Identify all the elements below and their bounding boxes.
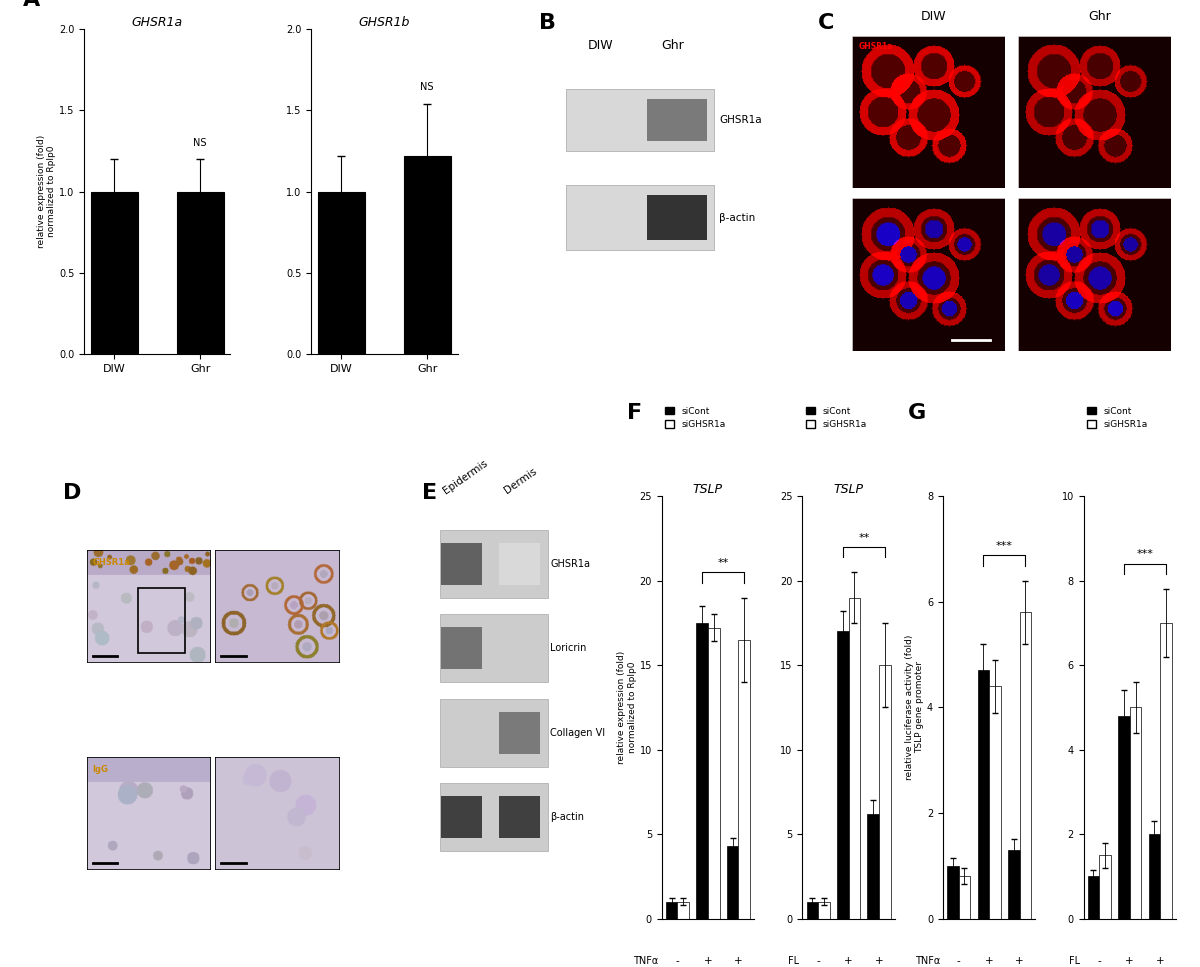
Bar (989, 687, 1001, 919)
Bar (1118, 716, 1129, 919)
Bar (1160, 623, 1171, 919)
Text: +: + (1015, 956, 1024, 966)
Text: F: F (626, 403, 642, 424)
Bar (1087, 876, 1099, 919)
Bar (176, 191, 224, 354)
Text: Epidermis: Epidermis (442, 458, 490, 496)
Bar (439, 530, 547, 598)
Bar (868, 814, 880, 919)
Bar (318, 191, 365, 354)
Text: C: C (817, 13, 834, 33)
Bar (439, 783, 547, 851)
Bar (978, 670, 989, 919)
Bar (738, 640, 750, 919)
Title: TSLP: TSLP (692, 484, 722, 496)
Bar (442, 796, 482, 838)
Text: -: - (956, 956, 960, 966)
Text: ***: *** (996, 541, 1013, 551)
Text: Collagen VI: Collagen VI (551, 728, 606, 738)
Text: TNFα: TNFα (634, 956, 659, 966)
Text: TNFα: TNFα (914, 956, 940, 966)
Text: B: B (539, 13, 557, 33)
Bar (91, 191, 138, 354)
Text: GHSR1a: GHSR1a (719, 115, 762, 125)
Text: E: E (421, 484, 437, 504)
Text: **: ** (858, 533, 870, 542)
Bar (499, 796, 540, 838)
Text: ***: *** (1136, 549, 1153, 560)
Bar (570, 194, 629, 240)
Bar (647, 99, 707, 141)
Text: Loricrin: Loricrin (551, 643, 587, 654)
Text: G: G (907, 403, 926, 424)
Title: GHSR1a: GHSR1a (132, 16, 182, 29)
Bar (696, 623, 708, 919)
Title: TSLP: TSLP (834, 484, 864, 496)
Text: Ghr: Ghr (661, 39, 684, 52)
Y-axis label: relative expression (fold)
normalized to Rplp0: relative expression (fold) normalized to… (37, 135, 56, 249)
Bar (403, 156, 451, 354)
Text: -: - (816, 956, 820, 966)
Text: DIW: DIW (920, 10, 947, 22)
Text: +: + (985, 956, 994, 966)
Bar (947, 865, 959, 919)
Text: A: A (23, 0, 40, 10)
Bar (880, 665, 890, 919)
Bar (959, 876, 971, 919)
Bar (1020, 612, 1031, 919)
Bar (818, 902, 829, 919)
Text: D: D (64, 484, 82, 504)
Text: +: + (734, 956, 743, 966)
Bar (439, 699, 547, 767)
Bar (647, 194, 707, 240)
Text: FL: FL (1069, 956, 1080, 966)
Bar (848, 598, 860, 919)
Bar (499, 712, 540, 754)
Bar (566, 185, 714, 250)
Bar (708, 628, 720, 919)
Bar (1148, 835, 1160, 919)
Text: +: + (1156, 956, 1164, 966)
Text: +: + (875, 956, 883, 966)
Y-axis label: relative expression (fold)
normalized to Rplp0: relative expression (fold) normalized to… (617, 651, 637, 764)
Bar (806, 902, 818, 919)
Text: DIW: DIW (588, 39, 613, 52)
Text: +: + (845, 956, 853, 966)
Text: Dermis: Dermis (503, 466, 539, 496)
Bar (442, 627, 482, 669)
Bar (566, 89, 714, 151)
Bar (1099, 855, 1111, 919)
Bar (666, 902, 678, 919)
Text: +: + (703, 956, 713, 966)
Bar (499, 542, 540, 585)
Legend: siCont, siGHSR1a: siCont, siGHSR1a (661, 403, 730, 433)
Bar (836, 631, 848, 919)
Bar (566, 185, 714, 250)
Bar (566, 89, 714, 151)
Text: FL: FL (788, 956, 799, 966)
Text: NS: NS (420, 82, 434, 93)
Text: β-actin: β-actin (551, 812, 584, 822)
Bar (442, 542, 482, 585)
Bar (570, 99, 629, 141)
Bar (727, 846, 738, 919)
Text: -: - (1098, 956, 1102, 966)
Bar (439, 614, 547, 682)
Bar (678, 902, 689, 919)
Legend: siCont, siGHSR1a: siCont, siGHSR1a (1084, 403, 1151, 433)
Text: +: + (1126, 956, 1134, 966)
Text: GHSR1a: GHSR1a (551, 559, 590, 569)
Bar (1129, 708, 1141, 919)
Bar (1008, 850, 1020, 919)
Text: -: - (676, 956, 679, 966)
Title: GHSR1b: GHSR1b (359, 16, 410, 29)
Text: β-actin: β-actin (719, 213, 755, 222)
Text: **: ** (718, 558, 728, 568)
Y-axis label: relative luciferase activity (fold)
TSLP gene promoter: relative luciferase activity (fold) TSLP… (905, 634, 924, 780)
Legend: siCont, siGHSR1a: siCont, siGHSR1a (803, 403, 870, 433)
Text: NS: NS (193, 137, 206, 148)
Text: Ghr: Ghr (1088, 10, 1111, 22)
